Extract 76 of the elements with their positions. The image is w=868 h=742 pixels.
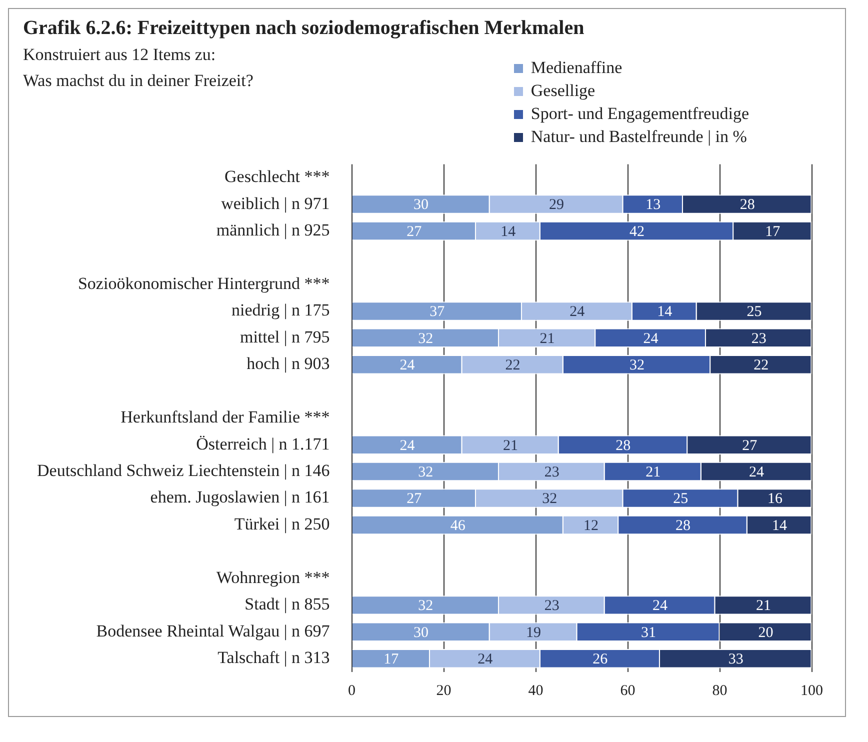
legend-label: Gesellige [530,81,596,101]
data-label: 24 [570,304,586,320]
y-tick-label: weiblich | n 971 [221,194,330,213]
data-label: 24 [749,464,765,480]
y-tick-label: Talschaft | n 313 [218,648,330,668]
x-tick-label: 80 [712,682,728,699]
data-label: 24 [643,330,659,347]
data-label: 17 [384,652,400,668]
data-label: 32 [629,358,644,374]
text: Konstruiert aus 12 Items zu: Was machst du in deiner Freizeit? [23,44,254,92]
data-label: 16 [767,491,783,508]
y-tick-label: männlich | n 925 [216,220,330,240]
data-label: 14 [772,518,788,534]
y-tick-label: Herkunftsland der Familie *** [120,408,330,427]
y-tick-label: Bodensee Rheintal Walgau | n 697 [96,621,330,640]
data-label: 28 [675,518,690,534]
data-label: 24 [400,438,416,454]
data-label: 27 [406,491,422,508]
data-label: 42 [629,224,644,240]
data-label: 25 [746,304,762,320]
data-label: 21 [756,598,771,614]
data-label: 31 [640,624,656,641]
legend-label: Medienaffine [530,58,622,78]
data-label: 23 [751,330,766,347]
data-label: 27 [742,438,758,454]
y-tick-label: Sozioökonomischer Hintergrund *** [78,274,330,293]
x-tick-label: 100 [800,682,823,699]
data-label: 30 [414,624,429,641]
x-tick-label: 0 [348,682,356,699]
chart-title: Grafik 6.2.6: Freizeittypen nach soziodemografischen Merkmalen [23,17,586,40]
x-tick-label: 60 [620,682,636,699]
data-label: 21 [646,464,661,480]
data-label: 32 [418,464,434,480]
y-tick-label: Wohnregion *** [216,568,330,587]
data-label: 26 [592,652,608,668]
y-tick-label: Geschlecht *** [224,167,330,186]
data-label: 19 [526,624,541,641]
legend-label: Natur- und Bastelfreunde | in % [530,127,747,147]
data-label: 21 [540,330,555,347]
y-tick-label: Türkei | n 250 [234,514,330,534]
data-label: 32 [542,491,558,508]
y-tick-label: Stadt | n 855 [244,594,330,614]
y-tick-label: Deutschland Schweiz Liechtenstein | n 146 [36,461,330,480]
data-label: 24 [478,652,494,668]
data-label: 14 [500,224,516,240]
data-label: 20 [758,624,774,641]
data-label: 21 [502,438,518,454]
legend-label: Sport- und Engagementfreudige [530,104,749,124]
data-label: 24 [400,358,416,374]
x-tick-label: 40 [528,682,544,699]
data-label: 28 [616,438,631,454]
data-label: 24 [652,598,668,614]
data-label: 12 [583,518,598,534]
data-label: 37 [430,304,446,320]
y-tick-label: niedrig | n 175 [231,300,330,320]
data-label: 30 [414,197,429,214]
data-label: 32 [418,598,434,614]
y-tick-label: ehem. Jugoslawien | n 161 [150,488,330,507]
y-tick-label: hoch | n 903 [246,354,330,374]
y-tick-label: Österreich | n 1.171 [196,434,330,454]
data-label: 23 [544,464,560,480]
data-label: 46 [450,518,466,534]
data-label: 33 [728,652,744,668]
data-label: 22 [505,358,520,374]
data-label: 32 [418,330,434,347]
data-label: 17 [765,224,781,240]
data-label: 13 [646,197,661,214]
data-label: 23 [544,598,560,614]
data-label: 28 [740,197,755,214]
y-tick-label: mittel | n 795 [240,327,330,346]
data-label: 25 [673,491,688,508]
data-label: 14 [657,304,673,320]
x-tick-label: 20 [436,682,452,699]
data-label: 29 [548,197,564,214]
data-label: 27 [406,224,422,240]
data-label: 22 [754,358,769,374]
